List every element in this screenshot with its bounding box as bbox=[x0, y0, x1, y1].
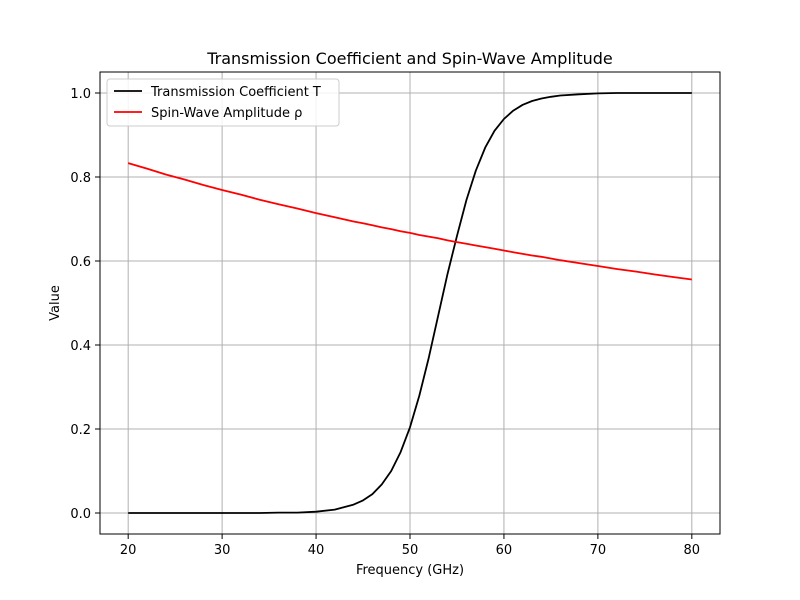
transmission-coefficient-line bbox=[128, 92, 692, 514]
chart-title: Transmission Coefficient and Spin-Wave A… bbox=[206, 49, 613, 68]
axis-ticks: 20 30 40 50 60 70 80 0.0 0.2 0.4 0.6 0.8 1.0 bbox=[70, 87, 700, 558]
legend: Transmission Coefficient T Spin-Wave Amp… bbox=[106, 78, 340, 127]
legend-box bbox=[106, 78, 340, 127]
x-tick-label: 50 bbox=[402, 543, 419, 558]
x-tick-label: 40 bbox=[308, 543, 325, 558]
x-tick-label: 60 bbox=[496, 543, 513, 558]
y-tick-label: 1.0 bbox=[70, 87, 91, 102]
x-tick-label: 20 bbox=[120, 543, 137, 558]
x-tick-label: 30 bbox=[214, 543, 231, 558]
y-tick-label: 0.2 bbox=[70, 423, 91, 438]
y-tick-label: 0.6 bbox=[70, 255, 91, 270]
legend-label-transmission: Transmission Coefficient T bbox=[150, 85, 321, 100]
y-tick-label: 0.8 bbox=[70, 171, 91, 186]
x-tick-label: 80 bbox=[684, 543, 701, 558]
y-tick-label: 0.4 bbox=[70, 339, 91, 354]
x-tick-label: 70 bbox=[590, 543, 607, 558]
x-axis-title: Frequency (GHz) bbox=[356, 563, 464, 578]
series-lines bbox=[127, 92, 692, 514]
y-axis-title: Value bbox=[48, 285, 63, 321]
spin-wave-amplitude-line bbox=[127, 162, 692, 281]
y-tick-label: 0.0 bbox=[70, 507, 91, 522]
legend-label-spin-wave: Spin-Wave Amplitude ρ bbox=[151, 106, 302, 121]
